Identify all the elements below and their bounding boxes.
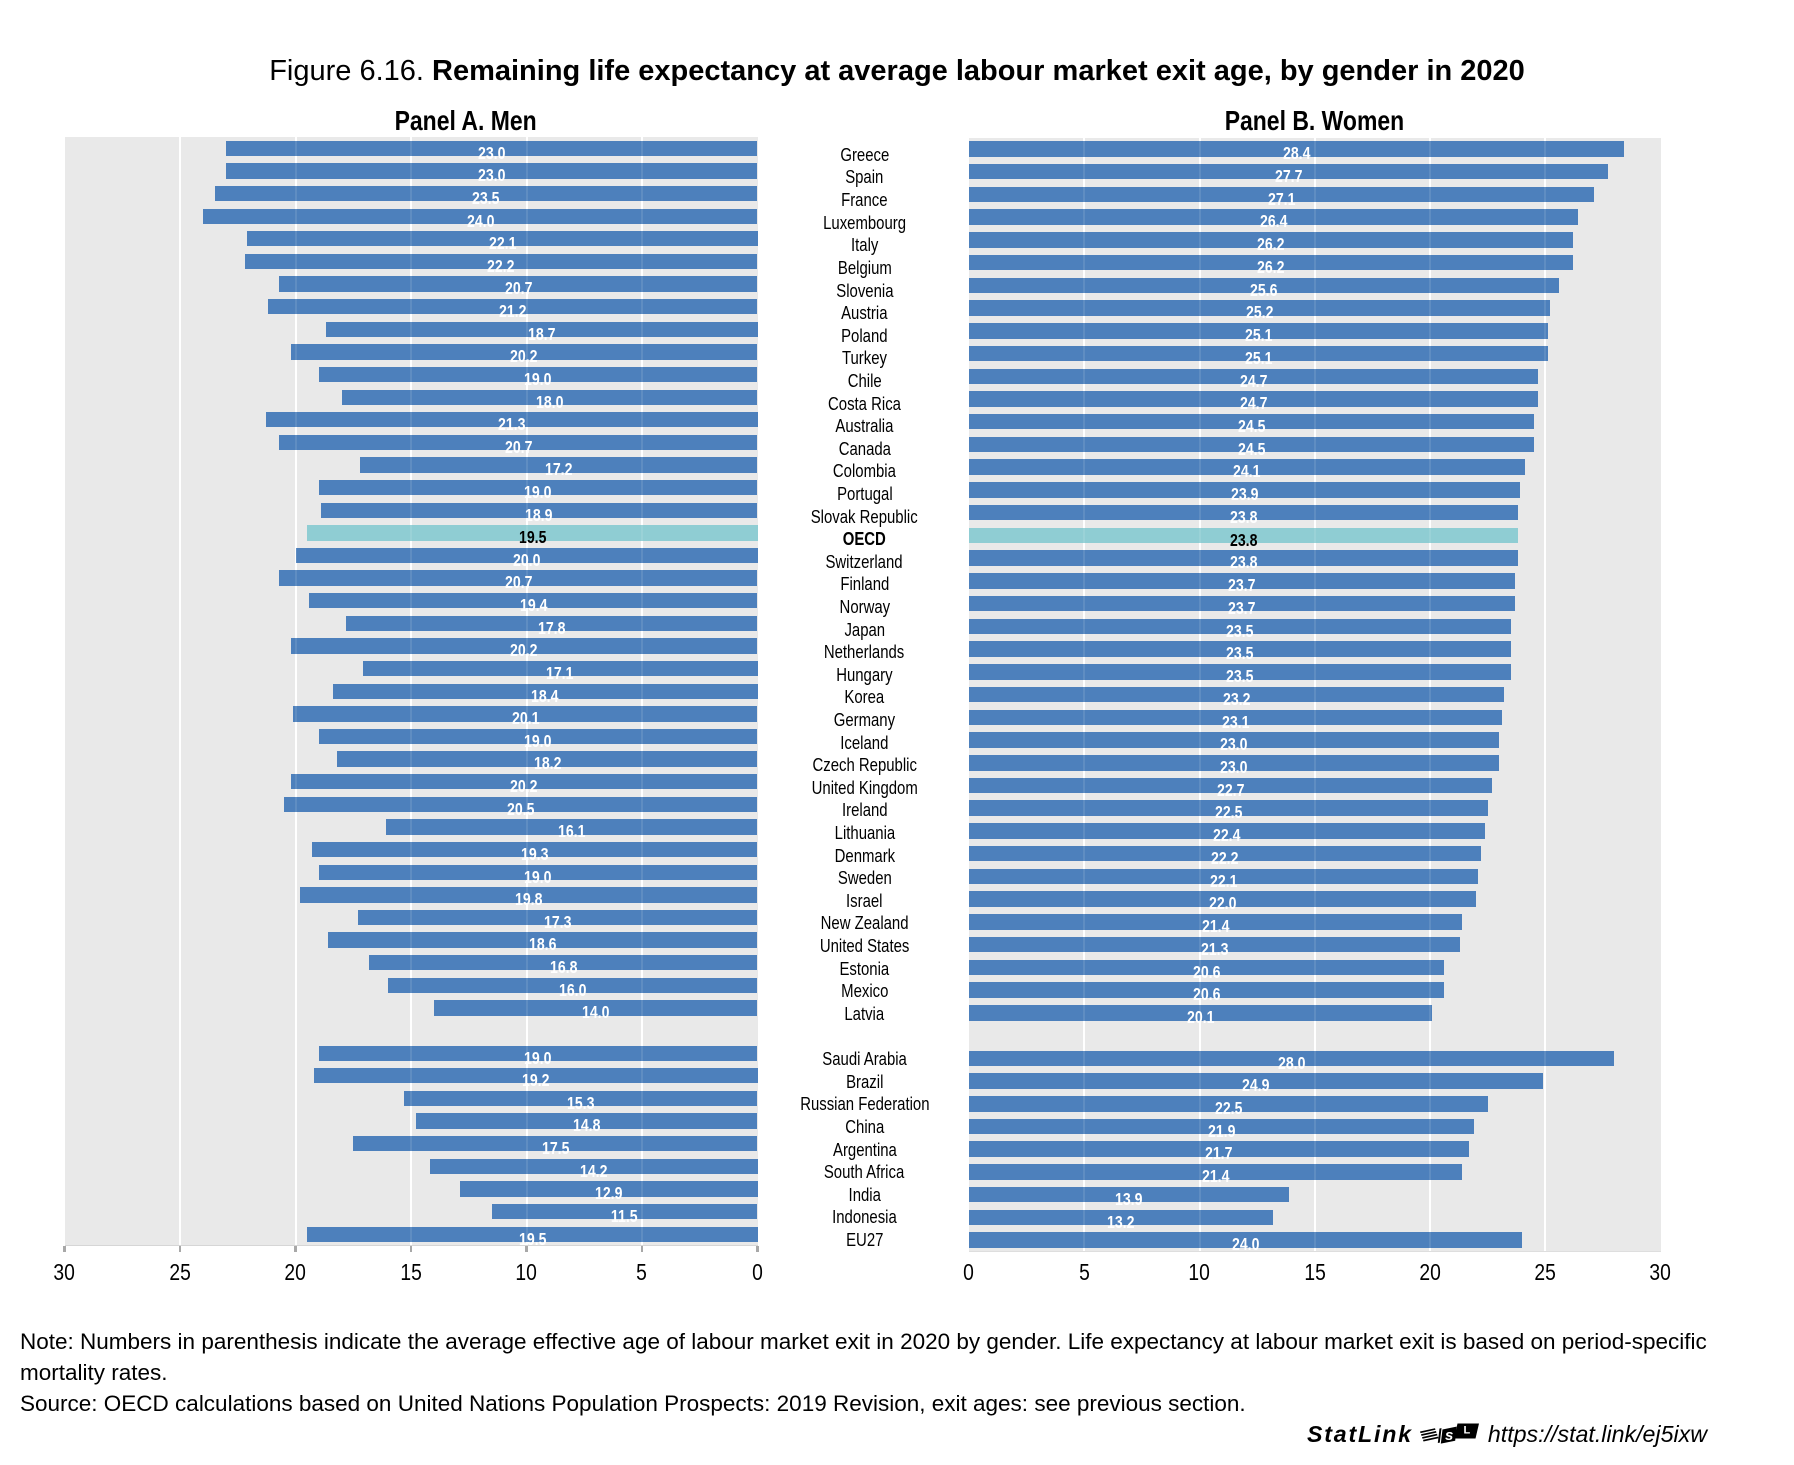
svg-text:L: L xyxy=(1463,1425,1470,1437)
svg-text:s: s xyxy=(1445,1427,1453,1444)
